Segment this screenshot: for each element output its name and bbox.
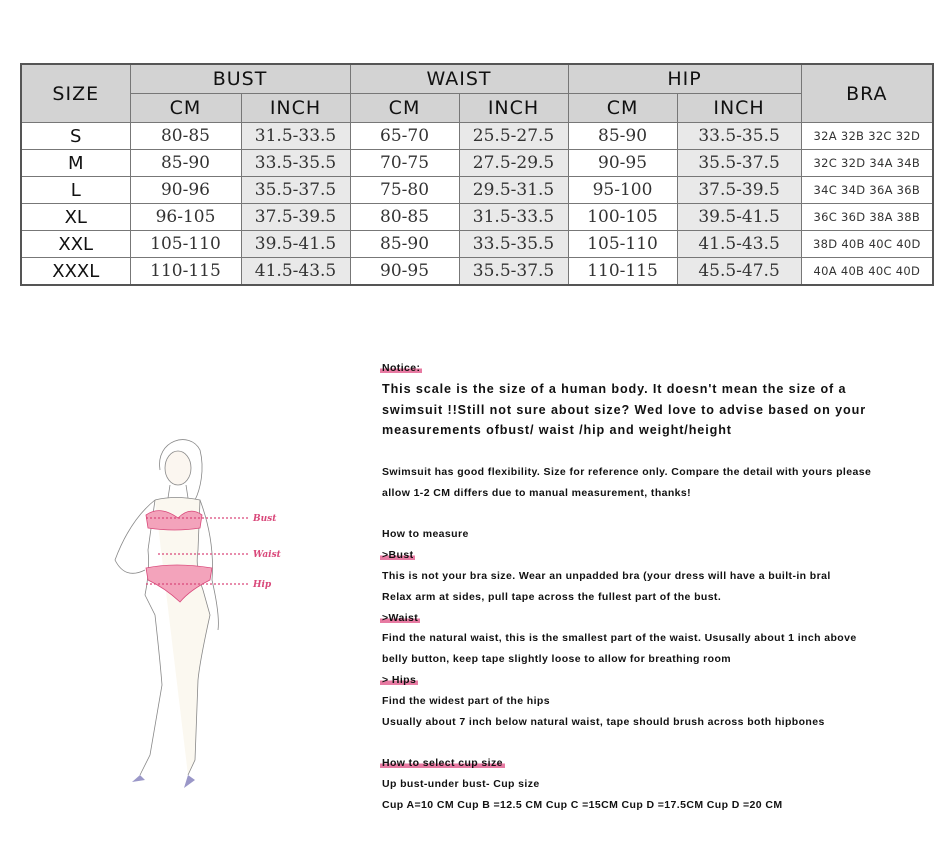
size-chart-body: S 80-85 31.5-33.5 65-70 25.5-27.5 85-90 33.5-3… [20, 122, 934, 286]
cell-hip-cm: 100-105 [567, 203, 678, 231]
cell-waist-cm: 90-95 [349, 257, 460, 286]
header-bust-inch: INCH [240, 93, 351, 123]
waist-heading: >Waist [380, 611, 421, 624]
flex-line: allow 1-2 CM differs due to manual measu… [382, 486, 692, 499]
hips-heading: > Hips [380, 673, 419, 686]
header-bra: BRA [800, 63, 934, 123]
waist-line-text: belly button, keep tape slightly loose t… [382, 653, 732, 666]
size-chart-table: SIZE BUST WAIST HIP BRA CM INCH CM INCH … [20, 63, 935, 286]
cell-waist-cm: 75-80 [349, 176, 460, 204]
cell-bra: 36C 36D 38A 38B [800, 203, 934, 231]
table-row: S 80-85 31.5-33.5 65-70 25.5-27.5 85-90 33.5-3… [20, 122, 934, 150]
flex-line: Swimsuit has good flexibility. Size for … [382, 465, 872, 478]
cell-bust-inch: 33.5-35.5 [240, 149, 351, 177]
cell-waist-cm: 80-85 [349, 203, 460, 231]
cell-bust-inch: 35.5-37.5 [240, 176, 351, 204]
cell-bust-inch: 37.5-39.5 [240, 203, 351, 231]
cup-line: Up bust-under bust- Cup size [382, 777, 540, 790]
cell-hip-cm: 105-110 [567, 230, 678, 258]
cell-hip-inch: 45.5-47.5 [676, 257, 802, 286]
cell-bust-cm: 80-85 [129, 122, 242, 150]
bust-line-text: Relax arm at sides, pull tape across the… [382, 590, 722, 603]
table-row: XL 96-105 37.5-39.5 80-85 31.5-33.5 100-105 39… [20, 203, 934, 231]
cell-waist-inch: 25.5-27.5 [458, 122, 569, 150]
cell-bra: 34C 34D 36A 36B [800, 176, 934, 204]
cell-bra: 40A 40B 40C 40D [800, 257, 934, 286]
notice-line: swimsuit !!Still not sure about size? We… [382, 402, 867, 417]
cell-bust-cm: 110-115 [129, 257, 242, 286]
cell-size: XXXL [20, 257, 131, 286]
waist-line-text: Find the natural waist, this is the smal… [382, 632, 857, 645]
table-row: M 85-90 33.5-35.5 70-75 27.5-29.5 90-95 35.5-3… [20, 149, 934, 177]
cell-size: L [20, 176, 131, 204]
header-waist: WAIST [349, 63, 569, 94]
header-waist-cm: CM [349, 93, 460, 123]
cell-bust-cm: 105-110 [129, 230, 242, 258]
cell-hip-inch: 39.5-41.5 [676, 203, 802, 231]
cell-size: M [20, 149, 131, 177]
notice-line: measurements ofbust/ waist /hip and weig… [382, 423, 732, 438]
notice-line: This scale is the size of a human body. … [382, 381, 847, 396]
bust-line-text: This is not your bra size. Wear an unpad… [382, 569, 831, 582]
body-measurement-illustration: Bust Waist Hip [114, 439, 282, 788]
table-row: XXL 105-110 39.5-41.5 85-90 33.5-35.5 105-110… [20, 230, 934, 258]
header-hip-inch: INCH [676, 93, 802, 123]
instructions: Notice: This scale is the size of a huma… [380, 358, 942, 816]
shoes [132, 775, 195, 788]
cell-bust-inch: 31.5-33.5 [240, 122, 351, 150]
cell-hip-inch: 33.5-35.5 [676, 122, 802, 150]
cell-bra: 32C 32D 34A 34B [800, 149, 934, 177]
cell-hip-cm: 90-95 [567, 149, 678, 177]
cell-waist-inch: 35.5-37.5 [458, 257, 569, 286]
cell-waist-cm: 65-70 [349, 122, 460, 150]
header-size: SIZE [20, 63, 131, 123]
cell-hip-cm: 110-115 [567, 257, 678, 286]
header-hip: HIP [567, 63, 802, 94]
cell-waist-cm: 70-75 [349, 149, 460, 177]
header-waist-inch: INCH [458, 93, 569, 123]
cell-hip-inch: 37.5-39.5 [676, 176, 802, 204]
cell-hip-cm: 95-100 [567, 176, 678, 204]
cell-size: S [20, 122, 131, 150]
header-bust: BUST [129, 63, 351, 94]
cell-bust-cm: 96-105 [129, 203, 242, 231]
cell-hip-cm: 85-90 [567, 122, 678, 150]
cell-bra: 38D 40B 40C 40D [800, 230, 934, 258]
how-to-measure-title: How to measure [382, 528, 469, 541]
hips-line-text: Find the widest part of the hips [382, 694, 550, 707]
cell-waist-inch: 27.5-29.5 [458, 149, 569, 177]
cell-waist-inch: 31.5-33.5 [458, 203, 569, 231]
notice-heading: Notice: [380, 362, 423, 374]
hip-label: Hip [252, 580, 272, 590]
bust-heading: >Bust [380, 549, 416, 562]
cell-hip-inch: 41.5-43.5 [676, 230, 802, 258]
hair [159, 439, 203, 501]
cell-waist-inch: 29.5-31.5 [458, 176, 569, 204]
hips-line-text: Usually about 7 inch below natural waist… [382, 715, 825, 728]
waist-label: Waist [253, 550, 282, 560]
cell-size: XL [20, 203, 131, 231]
header-hip-cm: CM [567, 93, 678, 123]
cell-bra: 32A 32B 32C 32D [800, 122, 934, 150]
cell-bust-cm: 85-90 [129, 149, 242, 177]
cell-hip-inch: 35.5-37.5 [676, 149, 802, 177]
table-row: XXXL 110-115 41.5-43.5 90-95 35.5-37.5 110-11… [20, 257, 934, 286]
header-bust-cm: CM [129, 93, 242, 123]
cell-bust-inch: 41.5-43.5 [240, 257, 351, 286]
cell-waist-cm: 85-90 [349, 230, 460, 258]
cell-waist-inch: 33.5-35.5 [458, 230, 569, 258]
table-row: L 90-96 35.5-37.5 75-80 29.5-31.5 95-100 37.5-… [20, 176, 934, 204]
bust-label: Bust [252, 514, 277, 524]
cell-bust-inch: 39.5-41.5 [240, 230, 351, 258]
cell-bust-cm: 90-96 [129, 176, 242, 204]
cup-heading: How to select cup size [380, 757, 505, 770]
cup-line: Cup A=10 CM Cup B =12.5 CM Cup C =15CM C… [382, 798, 783, 811]
cell-size: XXL [20, 230, 131, 258]
